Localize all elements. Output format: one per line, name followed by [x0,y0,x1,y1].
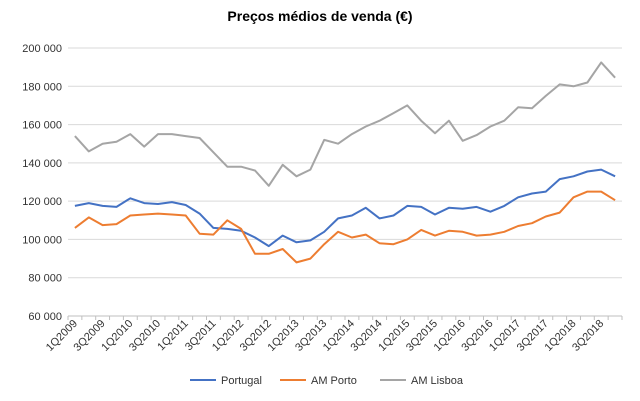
chart-title: Preços médios de venda (€) [227,8,413,24]
y-tick-label: 60 000 [28,311,62,323]
legend: Portugal AM Porto AM Lisboa [190,375,464,387]
series-line-0 [74,168,616,248]
y-tick-label: 100 000 [22,234,62,246]
x-axis: 1Q20093Q20091Q20103Q20101Q20113Q20111Q20… [44,315,623,354]
grid-lines [68,47,622,317]
y-tick-label: 200 000 [22,43,62,55]
y-axis: 60 000 80 000 100 000 120 000 140 000 160 000… [22,43,62,323]
y-tick-label: 120 000 [22,196,62,208]
legend-label-1: AM Porto [311,375,357,387]
x-tick-label: 3Q2018 [570,318,606,354]
series-line-2 [74,61,616,187]
series-line-1 [74,190,616,264]
series-lines [74,61,616,264]
y-tick-label: 180 000 [22,81,62,93]
y-tick-label: 140 000 [22,158,62,170]
legend-label-0: Portugal [221,375,262,387]
y-tick-label: 80 000 [28,273,62,285]
y-tick-label: 160 000 [22,120,62,132]
legend-label-2: AM Lisboa [411,375,464,387]
